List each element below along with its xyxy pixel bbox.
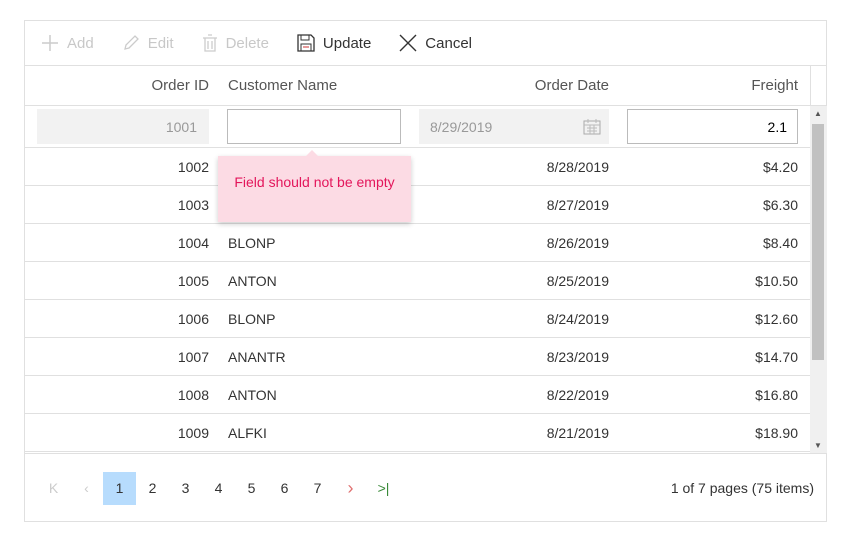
order-id-cell: 1004: [177, 234, 209, 251]
toolbar: Add Edit Delete Update Cancel: [25, 21, 826, 66]
add-label: Add: [67, 34, 94, 52]
calendar-icon: [583, 118, 601, 134]
grid-body: 1001 8/29/2019 1002 8/28/2019 $4.20 1003 8/2…: [25, 106, 810, 453]
column-headers: Order ID Customer Name Order Date Freigh…: [25, 66, 810, 106]
save-icon: [297, 34, 315, 52]
pager-info: 1 of 7 pages (75 items): [670, 480, 814, 496]
update-button[interactable]: Update: [297, 34, 371, 52]
order-id-cell: 1005: [177, 272, 209, 289]
customer-name-cell: ANTON: [228, 272, 277, 289]
page-6-button[interactable]: 6: [280, 480, 289, 496]
scroll-up-arrow-icon[interactable]: ▲: [814, 109, 822, 118]
customer-name-cell: BLONP: [228, 310, 276, 327]
page-5-button[interactable]: 5: [247, 480, 256, 496]
table-row[interactable]: 1005 ANTON 8/25/2019 $10.50: [25, 262, 810, 300]
header-freight[interactable]: Freight: [751, 77, 798, 94]
first-page-icon[interactable]: K: [48, 480, 59, 496]
trash-icon: [202, 34, 217, 52]
page-7-button[interactable]: 7: [313, 480, 322, 496]
page-2-button[interactable]: 2: [148, 480, 157, 496]
freight-cell: $16.80: [755, 386, 798, 403]
freight-cell: $12.60: [755, 310, 798, 327]
table-row[interactable]: 1008 ANTON 8/22/2019 $16.80: [25, 376, 810, 414]
freight-cell: $18.90: [755, 424, 798, 441]
order-id-cell: 1006: [177, 310, 209, 327]
order-id-cell: 1002: [177, 158, 209, 175]
delete-button[interactable]: Delete: [202, 34, 269, 52]
edit-row: 1001 8/29/2019: [25, 106, 810, 148]
order-id-cell: 1003: [177, 196, 209, 213]
scroll-down-arrow-icon[interactable]: ▼: [814, 441, 822, 450]
order-id-cell: 1008: [177, 386, 209, 403]
update-label: Update: [322, 34, 372, 52]
order-date-cell: 8/26/2019: [546, 234, 609, 251]
pencil-icon: [123, 35, 139, 50]
customer-name-cell: ANANTR: [228, 348, 286, 365]
prev-page-icon[interactable]: ‹: [84, 480, 89, 496]
customer-name-cell: BLONP: [228, 234, 276, 251]
header-order-date[interactable]: Order Date: [534, 77, 609, 94]
freight-input[interactable]: [627, 109, 798, 144]
validation-tooltip: Field should not be empty: [218, 150, 411, 222]
table-row[interactable]: 1003 8/27/2019 $6.30: [25, 186, 810, 224]
order-id-field: 1001: [37, 109, 209, 144]
header-order-id[interactable]: Order ID: [151, 77, 209, 94]
order-date-cell: 8/27/2019: [546, 196, 609, 213]
freight-cell: $8.40: [762, 234, 798, 251]
delete-label: Delete: [225, 34, 269, 52]
freight-cell: $10.50: [755, 272, 798, 289]
order-date-cell: 8/28/2019: [546, 158, 609, 175]
data-grid: Add Edit Delete Update Cancel Order ID C…: [24, 20, 827, 522]
order-date-cell: 8/23/2019: [546, 348, 609, 365]
header-scroll-gap: [810, 66, 827, 106]
order-date-value: 8/29/2019: [430, 118, 493, 135]
plus-icon: [42, 35, 58, 51]
freight-cell: $14.70: [755, 348, 798, 365]
scrollbar-thumb[interactable]: [812, 124, 824, 360]
page-4-button[interactable]: 4: [214, 480, 223, 496]
next-page-icon[interactable]: ›: [347, 477, 354, 498]
edit-label: Edit: [147, 34, 174, 52]
last-page-icon[interactable]: >|: [377, 480, 390, 496]
add-button[interactable]: Add: [41, 34, 94, 52]
customer-name-cell: ALFKI: [228, 424, 267, 441]
order-date-cell: 8/22/2019: [546, 386, 609, 403]
cancel-button[interactable]: Cancel: [399, 34, 472, 52]
order-date-cell: 8/24/2019: [546, 310, 609, 327]
order-date-field: 8/29/2019: [419, 109, 609, 144]
order-id-cell: 1007: [177, 348, 209, 365]
table-row[interactable]: 1009 ALFKI 8/21/2019 $18.90: [25, 414, 810, 452]
freight-cell: $4.20: [762, 158, 798, 175]
order-id-cell: 1009: [177, 424, 209, 441]
table-row[interactable]: 1002 8/28/2019 $4.20: [25, 148, 810, 186]
close-icon: [399, 34, 417, 52]
page-3-button[interactable]: 3: [181, 480, 190, 496]
cancel-label: Cancel: [425, 34, 472, 52]
page-1-button[interactable]: 1: [103, 471, 136, 505]
edit-button[interactable]: Edit: [122, 34, 174, 52]
header-customer-name[interactable]: Customer Name: [228, 77, 338, 94]
freight-cell: $6.30: [762, 196, 798, 213]
table-row[interactable]: 1007 ANANTR 8/23/2019 $14.70: [25, 338, 810, 376]
customer-name-cell: ANTON: [228, 386, 277, 403]
table-row[interactable]: 1006 BLONP 8/24/2019 $12.60: [25, 300, 810, 338]
order-date-cell: 8/25/2019: [546, 272, 609, 289]
customer-name-input[interactable]: [227, 109, 401, 144]
order-date-cell: 8/21/2019: [546, 424, 609, 441]
vertical-scrollbar[interactable]: ▲ ▼: [810, 106, 827, 453]
table-row[interactable]: 1004 BLONP 8/26/2019 $8.40: [25, 224, 810, 262]
